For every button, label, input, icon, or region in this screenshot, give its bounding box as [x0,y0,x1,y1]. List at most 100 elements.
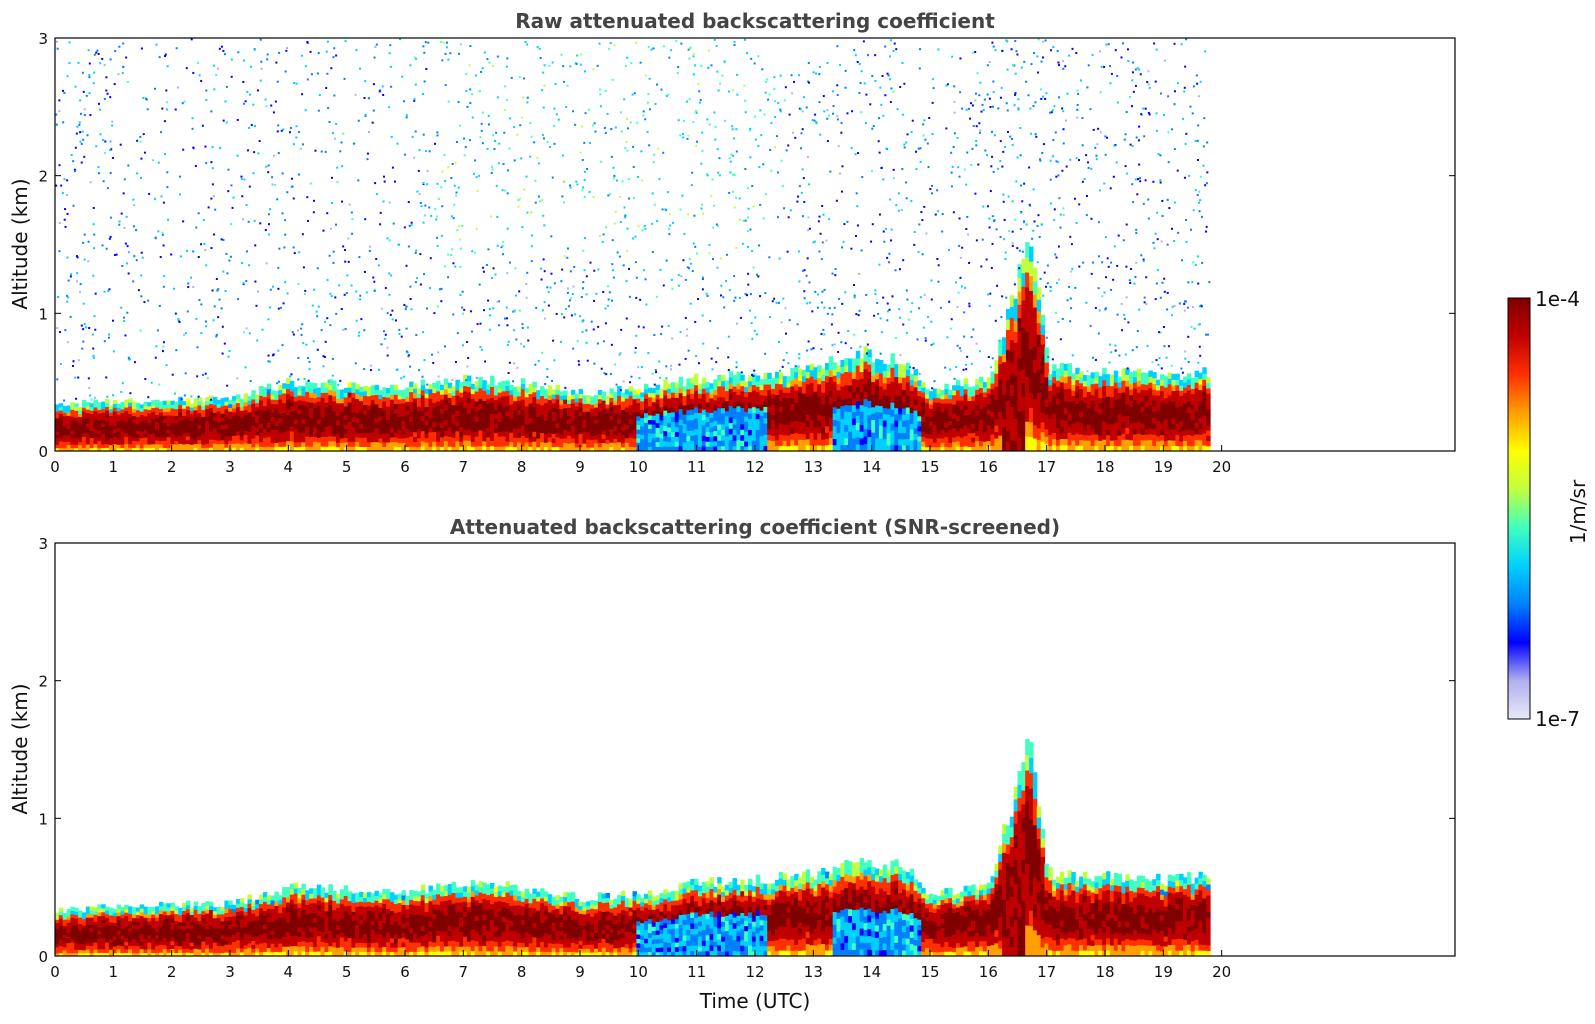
raw-heat-cell [490,424,495,431]
raw-heat-cell [55,411,60,416]
raw-heat-cell [312,426,318,433]
raw-noise-speck [924,138,927,141]
raw-noise-speck [962,368,965,371]
raw-heat-cell [655,398,661,405]
raw-heat-cell [320,387,326,393]
raw-heat-cell [193,443,199,448]
raw-heat-cell [759,389,764,396]
raw-heat-cell [705,391,711,398]
raw-heat-cell [609,406,614,412]
raw-heat-cell [613,442,618,448]
raw-heat-cell [1156,410,1161,416]
raw-heat-cell [251,416,256,422]
raw-heat-cell [732,440,738,447]
raw-heat-cell [855,400,861,409]
raw-heat-cell [875,391,880,399]
raw-heat-cell [1156,405,1161,411]
raw-heat-cell [1113,405,1119,412]
raw-noise-speck [960,285,963,288]
raw-heat-cell [424,393,430,399]
raw-heat-cell [875,385,880,393]
raw-heat-cell [1032,411,1038,426]
raw-heat-cell [1156,425,1161,432]
raw-heat-cell [990,445,995,451]
raw-noise-speck [1042,95,1045,98]
raw-heat-cell [309,421,314,428]
raw-heat-cell [451,441,456,447]
raw-heat-cell [524,437,530,443]
raw-heat-cell [597,398,603,404]
raw-noise-speck [256,339,259,342]
raw-heat-cell [763,411,768,419]
raw-noise-speck [1059,213,1062,216]
raw-heat-cell [374,403,379,410]
raw-heat-cell [216,436,222,441]
raw-heat-cell [1025,331,1030,348]
raw-heat-cell [370,413,376,419]
raw-heat-cell [994,399,999,407]
raw-heat-cell [493,422,499,429]
raw-heat-cell [582,407,587,412]
raw-heat-cell [975,430,980,437]
raw-heat-cell [1094,434,1099,441]
raw-heat-cell [998,427,1003,436]
raw-heat-cell [975,414,980,421]
raw-noise-speck [246,250,249,253]
raw-heat-cell [1163,418,1169,425]
raw-heat-cell [990,422,995,429]
raw-heat-cell [182,404,187,409]
raw-noise-speck [731,125,734,128]
raw-heat-cell [805,371,811,379]
raw-noise-speck [410,308,413,311]
raw-heat-cell [339,402,345,408]
raw-heat-cell [1082,407,1088,414]
raw-heat-cell [328,425,333,432]
raw-heat-cell [440,427,445,433]
raw-heat-cell [455,405,460,411]
raw-heat-cell [751,406,757,413]
raw-heat-cell [932,393,938,399]
raw-heat-cell [108,438,114,442]
raw-heat-cell [293,414,299,420]
raw-heat-cell [1152,417,1157,424]
raw-heat-cell [289,425,295,432]
raw-heat-cell [336,402,341,408]
raw-heat-cell [312,421,318,428]
raw-heat-cell [613,400,618,406]
raw-heat-cell [986,419,992,426]
raw-heat-cell [1102,385,1107,393]
raw-heat-cell [443,404,449,411]
raw-heat-cell [174,415,179,420]
raw-heat-cell [89,403,95,408]
raw-heat-cell [1102,439,1107,446]
raw-heat-cell [559,433,564,439]
raw-heat-cell [605,435,610,440]
raw-heat-cell [832,368,838,376]
raw-heat-cell [863,421,868,430]
raw-heat-cell [143,440,148,445]
raw-heat-cell [428,422,433,428]
raw-noise-speck [810,348,813,351]
raw-noise-speck [465,89,468,92]
raw-heat-cell [220,443,225,448]
raw-heat-cell [1098,429,1103,436]
raw-heat-cell [116,440,122,445]
raw-noise-speck [488,61,491,64]
raw-heat-cell [116,427,122,432]
raw-heat-cell [624,389,630,395]
raw-heat-cell [343,446,349,451]
raw-noise-speck [560,280,563,283]
raw-heat-cell [786,424,791,431]
raw-heat-cell [836,414,841,421]
raw-heat-cell [871,387,876,395]
raw-heat-cell [1140,383,1146,390]
raw-heat-cell [794,420,799,428]
raw-heat-cell [378,437,383,443]
raw-heat-cell [1090,377,1096,385]
raw-heat-cell [178,439,183,444]
raw-heat-cell [401,446,406,451]
raw-heat-cell [986,445,992,451]
raw-heat-cell [1129,434,1134,441]
raw-heat-cell [979,435,984,442]
raw-heat-cell [678,429,684,436]
